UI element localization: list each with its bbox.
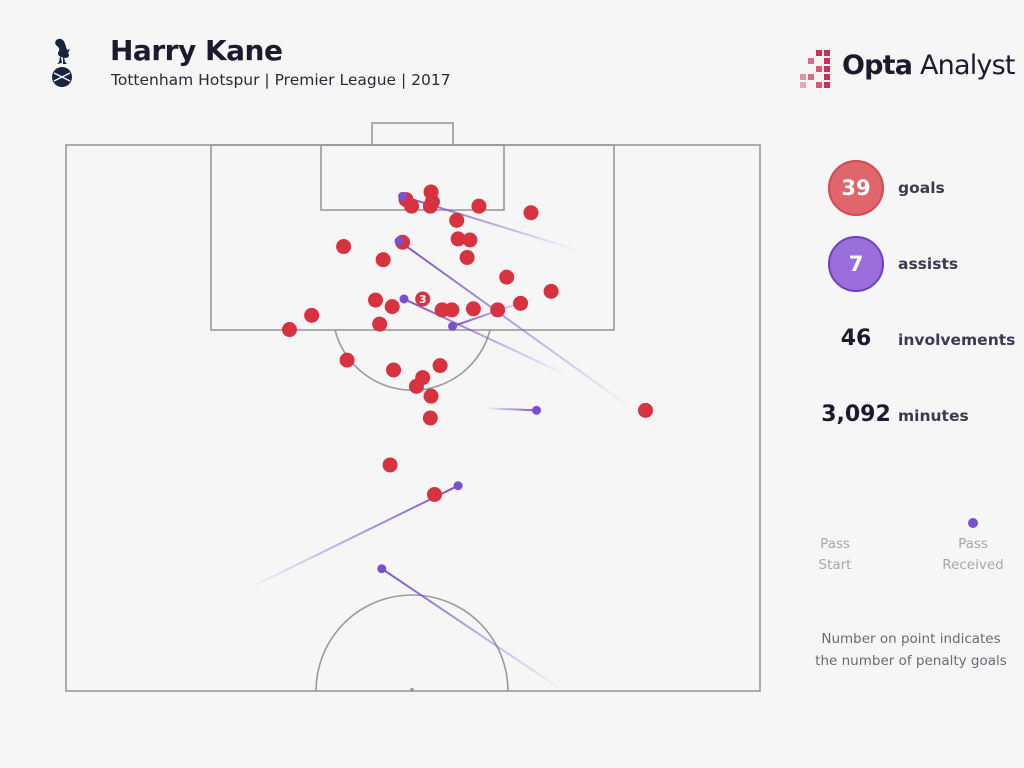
- goal-point: [450, 231, 466, 247]
- goal-point: [490, 302, 506, 318]
- goal-point: [408, 378, 424, 394]
- involvements-count: 46: [840, 326, 872, 351]
- legend-pass-start-label: Pass Start: [800, 534, 870, 576]
- goals-count-badge: 39: [828, 160, 884, 216]
- goal-point: [386, 362, 402, 378]
- goal-point: [384, 299, 400, 315]
- goal-point: [432, 358, 448, 374]
- assist-pass-line: [403, 298, 569, 377]
- goal-layer: 3: [281, 184, 653, 574]
- goal-point: [375, 252, 391, 268]
- legend-pass-start-text: Pass Start: [818, 536, 852, 573]
- goal-point: [422, 198, 438, 214]
- legend-pass-received-dot: [968, 518, 978, 528]
- assist-received-point: [394, 236, 404, 246]
- goal-point: [423, 388, 439, 404]
- goal-point: [471, 198, 487, 214]
- goal-point: [637, 402, 653, 418]
- goal-point: [382, 457, 398, 473]
- minutes-count: 3,092: [821, 402, 891, 427]
- assist-pass-line: [484, 407, 537, 412]
- goal-point: [404, 198, 420, 214]
- assist-received-point: [377, 564, 387, 574]
- assist-layer: [245, 195, 633, 691]
- goal-point: [465, 301, 481, 317]
- assists-count-badge: 7: [828, 236, 884, 292]
- assist-pass-line: [381, 567, 565, 691]
- goal-point: [304, 307, 320, 323]
- penalty-note-text: Number on point indicates the number of …: [815, 631, 1007, 669]
- goal-point: [499, 269, 515, 285]
- assist-received-point: [532, 405, 542, 415]
- legend-pass-received-label: Pass Received: [938, 534, 1008, 576]
- goal-point: [281, 322, 297, 338]
- goal-point: [444, 302, 460, 318]
- brand-logo-bold: Opta: [842, 50, 913, 81]
- goal-point: [513, 295, 529, 311]
- centre-spot: [410, 688, 414, 692]
- page-subtitle: Tottenham Hotspur | Premier League | 201…: [111, 71, 451, 89]
- goal-point: [368, 292, 384, 308]
- goal-point: [415, 291, 431, 307]
- minutes-label: minutes: [898, 407, 969, 425]
- goals-count: 39: [841, 176, 871, 200]
- goal-point: [422, 410, 438, 426]
- goal-point: [543, 283, 559, 299]
- assist-pass-line: [398, 240, 633, 409]
- assists-label: assists: [898, 255, 959, 273]
- cockerel-crest-icon: [52, 38, 72, 87]
- opta-analyst-logo-icon: [800, 50, 830, 88]
- penalty-goals-label: 3: [419, 293, 427, 306]
- pitch-boundary: [65, 144, 761, 692]
- goal-point: [449, 212, 465, 228]
- centre-circle: [315, 594, 509, 692]
- goal-point: [336, 239, 352, 255]
- goals-label: goals: [898, 179, 945, 197]
- assist-received-point: [448, 321, 458, 331]
- brand-logo-text: Opta Analyst: [842, 50, 1015, 81]
- assist-pass-line: [245, 484, 459, 591]
- goal-point: [372, 316, 388, 332]
- goal-mouth: [371, 122, 454, 146]
- goal-point: [459, 249, 475, 265]
- penalty-note: Number on point indicates the number of …: [806, 628, 1016, 672]
- goal-point: [427, 486, 443, 502]
- assist-received-point: [453, 481, 463, 491]
- brand-logo-rest: Analyst: [912, 50, 1015, 81]
- legend-pass-received-text: Pass Received: [942, 536, 1004, 573]
- assist-received-point: [398, 191, 408, 201]
- goal-point: [339, 352, 355, 368]
- involvements-label: involvements: [898, 331, 1016, 349]
- assist-received-point: [399, 294, 409, 304]
- page-title: Harry Kane: [110, 34, 283, 67]
- goal-point: [523, 205, 539, 221]
- goal-point: [462, 232, 478, 248]
- assists-count: 7: [848, 252, 864, 276]
